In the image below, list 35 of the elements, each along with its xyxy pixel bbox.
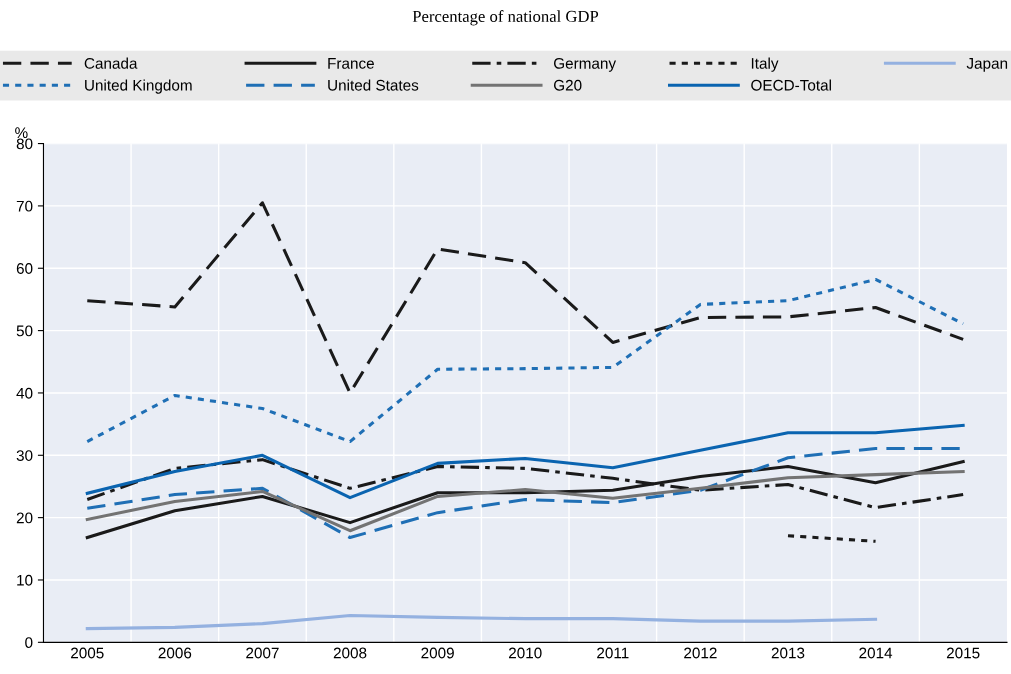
legend-label: United States <box>328 79 419 91</box>
line-series <box>85 277 965 444</box>
x-tick-label: 2011 <box>597 647 629 659</box>
y-tick-label: 50 <box>16 325 33 337</box>
line-series <box>85 423 965 500</box>
x-tick-label: 2009 <box>421 647 454 659</box>
y-tick-label: 20 <box>16 512 33 524</box>
legend-label: Germany <box>553 57 617 72</box>
y-tick-label: 0 <box>25 637 33 649</box>
y-tick-label: 70 <box>16 200 33 212</box>
y-tick-label: 40 <box>16 387 33 399</box>
line-series <box>85 469 965 533</box>
x-tick-label: 2012 <box>684 647 717 659</box>
x-tick-label: 2006 <box>158 647 192 659</box>
legend-label: Japan <box>966 58 1008 72</box>
x-tick-label: 2005 <box>71 647 104 659</box>
x-tick-label: 2013 <box>771 647 805 659</box>
y-tick-label: 60 <box>16 263 33 274</box>
legend-label: United Kingdom <box>85 79 192 94</box>
x-tick-label: 2008 <box>333 647 367 659</box>
legend-label: OECD-Total <box>751 79 831 91</box>
legend-label: G20 <box>553 79 582 91</box>
line-series <box>85 613 878 631</box>
x-tick-label: 2007 <box>246 647 279 659</box>
x-tick-label: 2015 <box>946 647 980 659</box>
chart-title: Percentage of national GDP <box>412 10 599 26</box>
y-tick-label: 30 <box>16 450 33 461</box>
x-tick-label: 2010 <box>508 647 542 659</box>
y-tick-label: 80 <box>16 138 33 150</box>
x-tick-label: 2014 <box>859 647 893 659</box>
y-tick-label: 10 <box>17 574 33 586</box>
legend-label: France <box>328 58 374 69</box>
legend-label: Italy <box>751 57 779 72</box>
y-axis-title: % <box>15 127 28 138</box>
legend-label: Canada <box>84 57 138 69</box>
